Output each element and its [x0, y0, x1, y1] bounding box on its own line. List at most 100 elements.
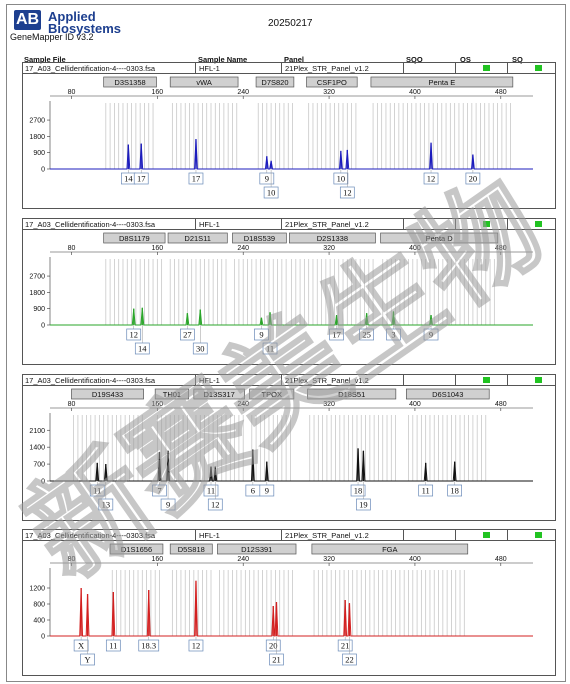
- column-divider: [507, 219, 508, 229]
- column-divider: [455, 375, 456, 385]
- panel-name: 21Plex_STR_Panel_v1.2: [285, 64, 369, 73]
- x-tick-label: 320: [323, 401, 335, 408]
- x-tick-label: 80: [68, 556, 76, 563]
- allele-label-box: [447, 484, 462, 497]
- allele-label-box: [134, 342, 150, 355]
- allele-label: 22: [345, 655, 354, 665]
- allele-label: 6: [251, 486, 255, 496]
- allele-label-box: [263, 186, 279, 199]
- locus-bar: Penta E: [370, 76, 514, 88]
- allele-label: 18.3: [141, 641, 156, 651]
- allele-label-box: [329, 328, 344, 341]
- column-divider: [195, 63, 196, 73]
- locus-bar: D1S1656: [109, 543, 164, 555]
- allele-label: 21: [272, 655, 281, 665]
- locus-bar: D6S1043: [405, 388, 490, 400]
- locus-name: D7S820: [261, 78, 288, 87]
- column-divider: [281, 530, 282, 540]
- locus-name: D3S1358: [114, 78, 145, 87]
- allele-label-box: [359, 328, 374, 341]
- locus-bar: D18S539: [232, 232, 287, 244]
- allele-label-box: [356, 498, 371, 511]
- allele-label: 20: [269, 641, 278, 651]
- y-tick-label: 700: [33, 462, 45, 469]
- sample-name: HFL-1: [199, 376, 220, 385]
- allele-label: 19: [359, 500, 368, 510]
- quality-flag-pass: [483, 221, 490, 227]
- electropherogram-chart: D8S1179 D21S11 D18S539 D2S1338 Penta D 80 160 2…: [29, 232, 533, 355]
- locus-name: D13S317: [204, 390, 235, 399]
- sample-file: 17_A03_Cellidentification-4----0303.fsa: [25, 376, 156, 385]
- y-tick-label: 900: [33, 306, 45, 313]
- allele-label: 11: [266, 344, 274, 354]
- x-tick-label: 480: [495, 401, 507, 408]
- x-tick-label: 320: [323, 89, 335, 96]
- quality-flag-pass: [483, 65, 490, 71]
- allele-label-box: [80, 653, 95, 666]
- x-tick-label: 240: [237, 245, 249, 252]
- locus-bar-box: [169, 76, 239, 88]
- sample-name: HFL-1: [199, 531, 220, 540]
- allele-label: 13: [102, 500, 111, 510]
- locus-name: vWA: [196, 78, 212, 87]
- locus-name: D21S11: [184, 234, 211, 243]
- locus-bar-box: [311, 543, 469, 555]
- allele-label: 12: [192, 641, 201, 651]
- column-divider: [195, 375, 196, 385]
- x-tick-label: 320: [323, 556, 335, 563]
- column-sample-file: Sample File: [24, 55, 66, 64]
- logo-line-1: Applied: [48, 9, 96, 24]
- x-tick-label: 160: [151, 401, 163, 408]
- allele-label: 12: [427, 174, 436, 184]
- sample-info-row: 17_A03_Cellidentification-4----0303.fsa H…: [23, 219, 555, 230]
- allele-label-box: [180, 328, 195, 341]
- locus-bar-box: [380, 232, 499, 244]
- allele-label: 11: [422, 486, 430, 496]
- x-tick-label: 160: [151, 89, 163, 96]
- allele-label: 11: [109, 641, 117, 651]
- locus-name: FGA: [382, 545, 397, 554]
- signal-trace: [50, 580, 533, 637]
- locus-bar: D5S818: [169, 543, 213, 555]
- locus-bar-box: [307, 388, 397, 400]
- allele-label-box: [465, 172, 481, 185]
- panel-name: 21Plex_STR_Panel_v1.2: [285, 376, 369, 385]
- allele-label: 3: [391, 330, 395, 340]
- electropherogram-chart: D1S1656 D5S818 D12S391 FGA 80 160 240 320 400 480…: [29, 543, 533, 666]
- locus-bar: D2S1338: [289, 232, 376, 244]
- electropherogram-panel: 17_A03_Cellidentification-4----0303.fsa H…: [22, 218, 556, 365]
- locus-name: CSF1PO: [317, 78, 347, 87]
- locus-name: D8S1179: [119, 234, 150, 243]
- locus-bar: CSF1PO: [306, 76, 358, 88]
- allele-label: 20: [469, 174, 478, 184]
- y-tick-label: 0: [41, 167, 45, 174]
- quality-flag-pass: [483, 377, 490, 383]
- column-divider: [281, 219, 282, 229]
- sample-name: HFL-1: [199, 220, 220, 229]
- locus-bar-box: [109, 543, 164, 555]
- allele-label: 17: [137, 174, 146, 184]
- locus-bar-box: [154, 388, 190, 400]
- x-tick-label: 480: [495, 556, 507, 563]
- column-divider: [403, 63, 404, 73]
- quality-flag-pass: [535, 532, 542, 538]
- allele-label: 10: [267, 188, 276, 198]
- quality-flag-pass: [483, 532, 490, 538]
- y-tick-label: 800: [33, 602, 45, 609]
- allele-label-box: [342, 653, 357, 666]
- allele-label: 7: [157, 486, 161, 496]
- sample-name: HFL-1: [199, 64, 220, 73]
- locus-bar-box: [193, 388, 245, 400]
- allele-label-box: [138, 639, 160, 652]
- locus-bar-box: [405, 388, 490, 400]
- allele-label-box: [254, 328, 269, 341]
- allele-label: 14: [124, 174, 133, 184]
- y-tick-label: 0: [41, 634, 45, 641]
- column-divider: [281, 375, 282, 385]
- y-tick-label: 2700: [29, 118, 45, 125]
- locus-bar: D12S391: [217, 543, 297, 555]
- allele-label: 18: [450, 486, 459, 496]
- sample-info-row: 17_A03_Cellidentification-4----0303.fsa H…: [23, 63, 555, 74]
- locus-bar: D8S1179: [103, 232, 166, 244]
- allele-label-box: [262, 342, 278, 355]
